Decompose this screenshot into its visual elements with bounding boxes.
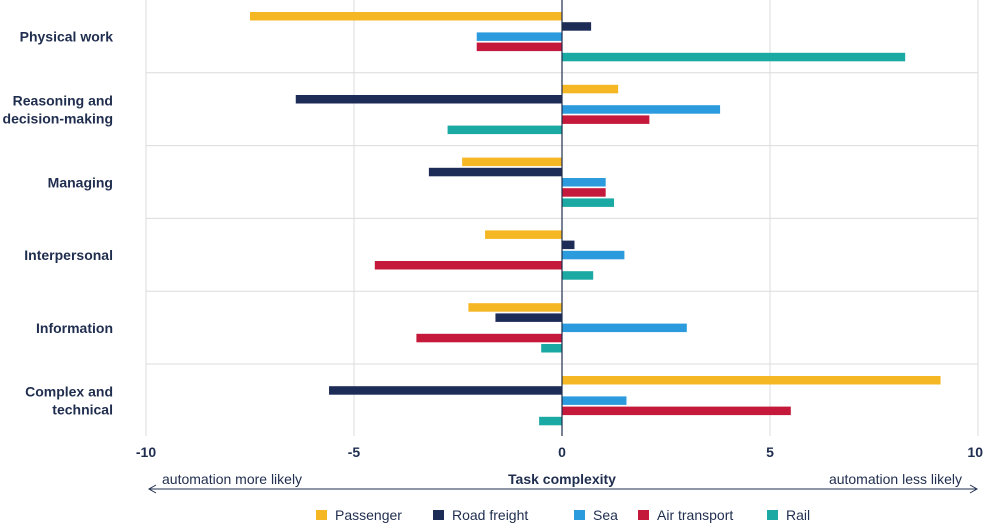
x-tick-label: 10	[967, 444, 983, 460]
right-note: automation less likely	[829, 471, 962, 487]
bottom-axis: automation more likely Task complexity a…	[147, 471, 979, 494]
category-label-physical-work: Physical work	[20, 29, 114, 45]
legend-label-air-transport: Air transport	[657, 507, 733, 523]
bar-reasoning-and-decision-making-road-freight	[295, 95, 562, 104]
legend-swatch-rail	[767, 510, 778, 520]
bar-managing-air-transport	[562, 188, 606, 197]
bar-information-air-transport	[416, 333, 562, 343]
bar-complex-and-technical-rail	[539, 416, 562, 426]
category-label-complex-and-technical-line-1: Complex and	[25, 384, 113, 400]
bar-physical-work-air-transport	[476, 42, 562, 52]
bar-physical-work-passenger	[250, 12, 562, 21]
legend-swatch-road-freight	[433, 510, 444, 520]
legend-swatch-passenger	[316, 510, 327, 520]
legend-swatch-sea	[574, 510, 585, 520]
legend: Passenger Road freight Sea Air transport Rai…	[316, 507, 810, 523]
x-axis-title: Task complexity	[508, 471, 616, 487]
x-tick-label: 0	[558, 444, 566, 460]
bar-interpersonal-rail	[562, 271, 594, 280]
bar-reasoning-and-decision-making-passenger	[562, 84, 619, 94]
category-labels: Physical work Reasoning and decision-makin…	[3, 29, 114, 418]
bar-managing-rail	[562, 198, 614, 207]
category-label-reasoning-and-decision-making-line-2: decision-making	[3, 110, 113, 126]
legend-swatch-air-transport	[638, 510, 649, 520]
bar-managing-road-freight	[428, 167, 562, 177]
bar-reasoning-and-decision-making-sea	[562, 105, 721, 114]
bar-information-sea	[562, 323, 687, 333]
x-tick-label: -5	[348, 444, 361, 460]
bar-complex-and-technical-sea	[562, 396, 627, 405]
bar-interpersonal-air-transport	[374, 261, 562, 270]
bar-interpersonal-passenger	[485, 230, 562, 239]
category-label-complex-and-technical-line-2: technical	[52, 402, 113, 418]
x-tick-label: -10	[136, 444, 156, 460]
bar-managing-passenger	[462, 157, 562, 167]
category-label-interpersonal: Interpersonal	[24, 247, 113, 263]
bar-physical-work-road-freight	[562, 22, 592, 31]
legend-label-road-freight: Road freight	[452, 507, 528, 523]
legend-label-rail: Rail	[786, 507, 810, 523]
left-note: automation more likely	[162, 471, 302, 487]
category-label-managing: Managing	[48, 174, 113, 190]
bar-interpersonal-road-freight	[562, 240, 575, 250]
x-tick-labels: -10 -5 0 5 10	[136, 444, 983, 460]
bar-complex-and-technical-road-freight	[329, 386, 562, 395]
bar-interpersonal-sea	[562, 250, 625, 260]
arrow-left-icon	[147, 484, 157, 494]
bars	[250, 12, 941, 426]
bar-information-rail	[541, 344, 562, 353]
bar-information-road-freight	[495, 313, 562, 322]
category-label-reasoning-and-decision-making-line-1: Reasoning and	[13, 92, 113, 108]
category-label-information: Information	[36, 320, 113, 336]
bar-reasoning-and-decision-making-rail	[447, 125, 562, 135]
legend-label-passenger: Passenger	[335, 507, 402, 523]
legend-label-sea: Sea	[593, 507, 618, 523]
bar-managing-sea	[562, 178, 606, 187]
x-tick-label: 5	[766, 444, 774, 460]
bar-information-passenger	[468, 303, 562, 312]
bar-complex-and-technical-passenger	[562, 376, 941, 385]
bar-physical-work-sea	[476, 32, 562, 41]
arrow-right-icon	[969, 484, 979, 494]
bar-reasoning-and-decision-making-air-transport	[562, 115, 650, 124]
bar-complex-and-technical-air-transport	[562, 406, 791, 416]
bar-physical-work-rail	[562, 52, 906, 62]
